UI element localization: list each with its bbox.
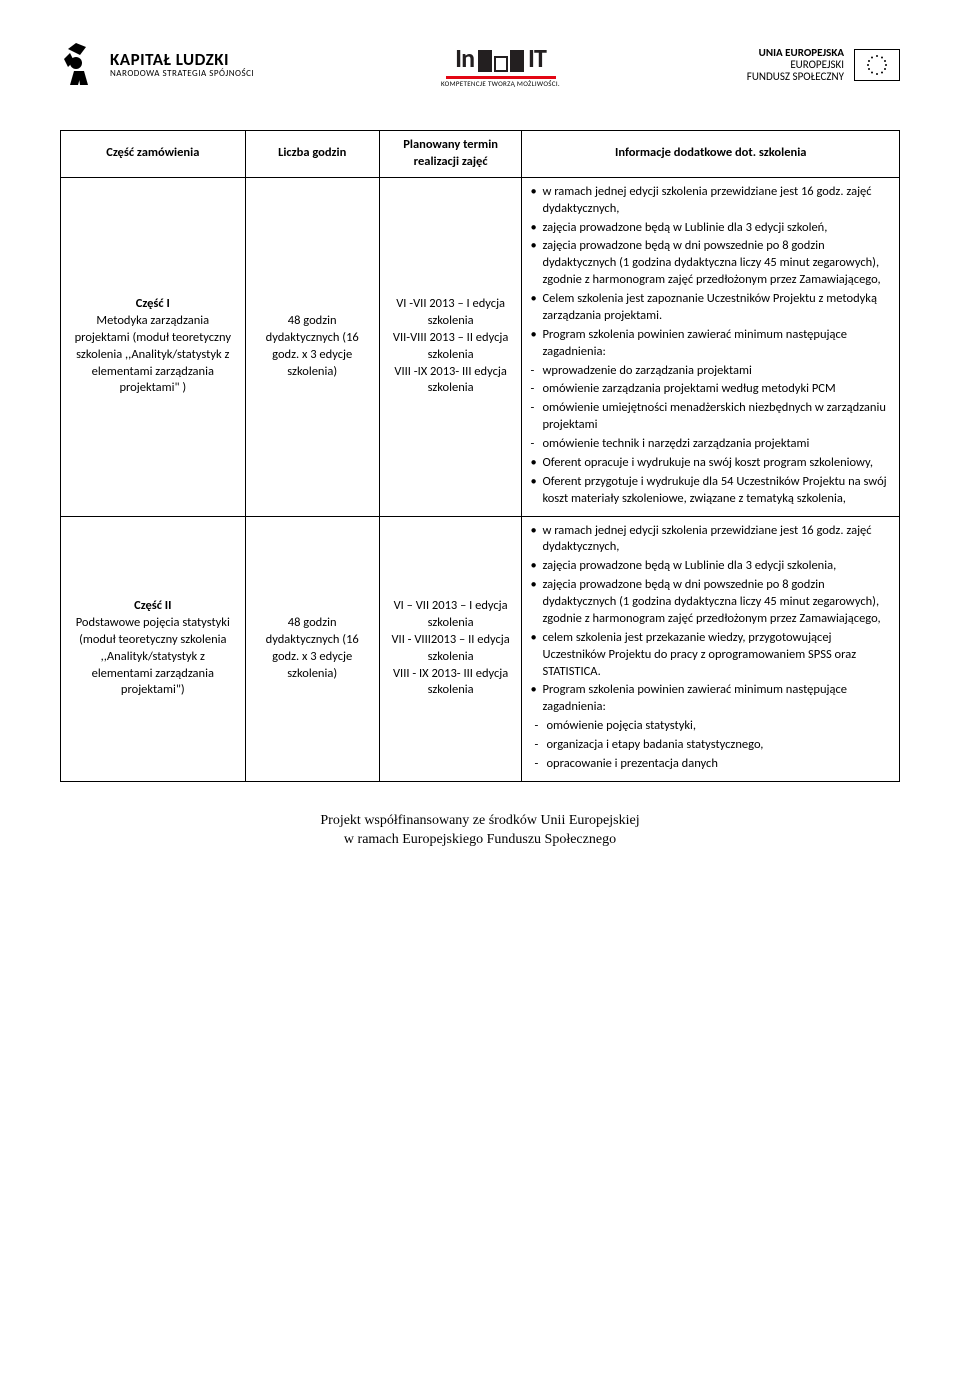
table-row: Część IIPodstawowe pojęcia statystyki (m… bbox=[61, 516, 900, 781]
logo-center-subtitle: KOMPETENCJE TWORZĄ MOŻLIWOŚCI. bbox=[441, 79, 560, 88]
info-item: opracowanie i prezentacja danych bbox=[530, 756, 891, 773]
info-item: omówienie umiejętności menadżerskich nie… bbox=[530, 400, 891, 434]
cell-hours: 48 godzin dydaktycznych (16 godz. x 3 ed… bbox=[245, 177, 379, 516]
info-item: Oferent przygotuje i wydrukuje dla 54 Uc… bbox=[530, 474, 891, 508]
th-hours: Liczba godzin bbox=[245, 131, 379, 178]
table-header-row: Część zamówienia Liczba godzin Planowany… bbox=[61, 131, 900, 178]
cell-hours: 48 godzin dydaktycznych (16 godz. x 3 ed… bbox=[245, 516, 379, 781]
info-item: omówienie technik i narzędzi zarządzania… bbox=[530, 436, 891, 453]
logo-eu: UNIA EUROPEJSKA EUROPEJSKI FUNDUSZ SPOŁE… bbox=[747, 47, 900, 83]
main-table: Część zamówienia Liczba godzin Planowany… bbox=[60, 130, 900, 782]
info-item: organizacja i etapy badania statystyczne… bbox=[530, 737, 891, 754]
info-item: Celem szkolenia jest zapoznanie Uczestni… bbox=[530, 291, 891, 325]
logo-left-title: KAPITAŁ LUDZKI bbox=[110, 51, 254, 70]
info-item: celem szkolenia jest przekazanie wiedzy,… bbox=[530, 630, 891, 681]
logo-inbit: In IT KOMPETENCJE TWORZĄ MOŻLIWOŚCI. bbox=[441, 42, 560, 88]
cell-term: VI -VII 2013 – I edycja szkoleniaVII-VII… bbox=[379, 177, 522, 516]
footer-line2: w ramach Europejskiego Funduszu Społeczn… bbox=[60, 831, 900, 850]
info-item: w ramach jednej edycji szkolenia przewid… bbox=[530, 184, 891, 218]
cell-term: VI – VII 2013 – I edycja szkoleniaVII - … bbox=[379, 516, 522, 781]
cell-part: Część IMetodyka zarządzania projektami (… bbox=[61, 177, 246, 516]
th-part: Część zamówienia bbox=[61, 131, 246, 178]
kapital-icon bbox=[60, 41, 102, 89]
th-term: Planowany termin realizacji zajęć bbox=[379, 131, 522, 178]
info-item: zajęcia prowadzone będą w dni powszednie… bbox=[530, 238, 891, 289]
info-item: w ramach jednej edycji szkolenia przewid… bbox=[530, 523, 891, 557]
info-item: Program szkolenia powinien zawierać mini… bbox=[530, 327, 891, 361]
info-item: zajęcia prowadzone będą w Lublinie dla 3… bbox=[530, 220, 891, 237]
info-item: Program szkolenia powinien zawierać mini… bbox=[530, 682, 891, 716]
th-info: Informacje dodatkowe dot. szkolenia bbox=[522, 131, 900, 178]
logo-left-subtitle: NARODOWA STRATEGIA SPÓJNOŚCI bbox=[110, 69, 254, 79]
inbit-bars-icon bbox=[478, 50, 524, 72]
eu-flag-icon bbox=[854, 49, 900, 81]
logo-right-line3: FUNDUSZ SPOŁECZNY bbox=[747, 71, 844, 83]
info-item: zajęcia prowadzone będą w dni powszednie… bbox=[530, 577, 891, 628]
info-item: omówienie zarządzania projektami według … bbox=[530, 381, 891, 398]
table-row: Część IMetodyka zarządzania projektami (… bbox=[61, 177, 900, 516]
info-item: zajęcia prowadzone będą w Lublinie dla 3… bbox=[530, 558, 891, 575]
cell-info: w ramach jednej edycji szkolenia przewid… bbox=[522, 516, 900, 781]
logo-kapital-ludzki: KAPITAŁ LUDZKI NARODOWA STRATEGIA SPÓJNO… bbox=[60, 41, 254, 89]
th-term-text: Planowany termin realizacji zajęć bbox=[403, 137, 498, 169]
header-logos: KAPITAŁ LUDZKI NARODOWA STRATEGIA SPÓJNO… bbox=[60, 30, 900, 100]
info-item: omówienie pojęcia statystyki, bbox=[530, 718, 891, 735]
info-item: Oferent opracuje i wydrukuje na swój kos… bbox=[530, 455, 891, 472]
info-item: wprowadzenie do zarządzania projektami bbox=[530, 363, 891, 380]
cell-part: Część IIPodstawowe pojęcia statystyki (m… bbox=[61, 516, 246, 781]
footer: Projekt współfinansowany ze środków Unii… bbox=[60, 812, 900, 850]
cell-info: w ramach jednej edycji szkolenia przewid… bbox=[522, 177, 900, 516]
footer-line1: Projekt współfinansowany ze środków Unii… bbox=[60, 812, 900, 831]
